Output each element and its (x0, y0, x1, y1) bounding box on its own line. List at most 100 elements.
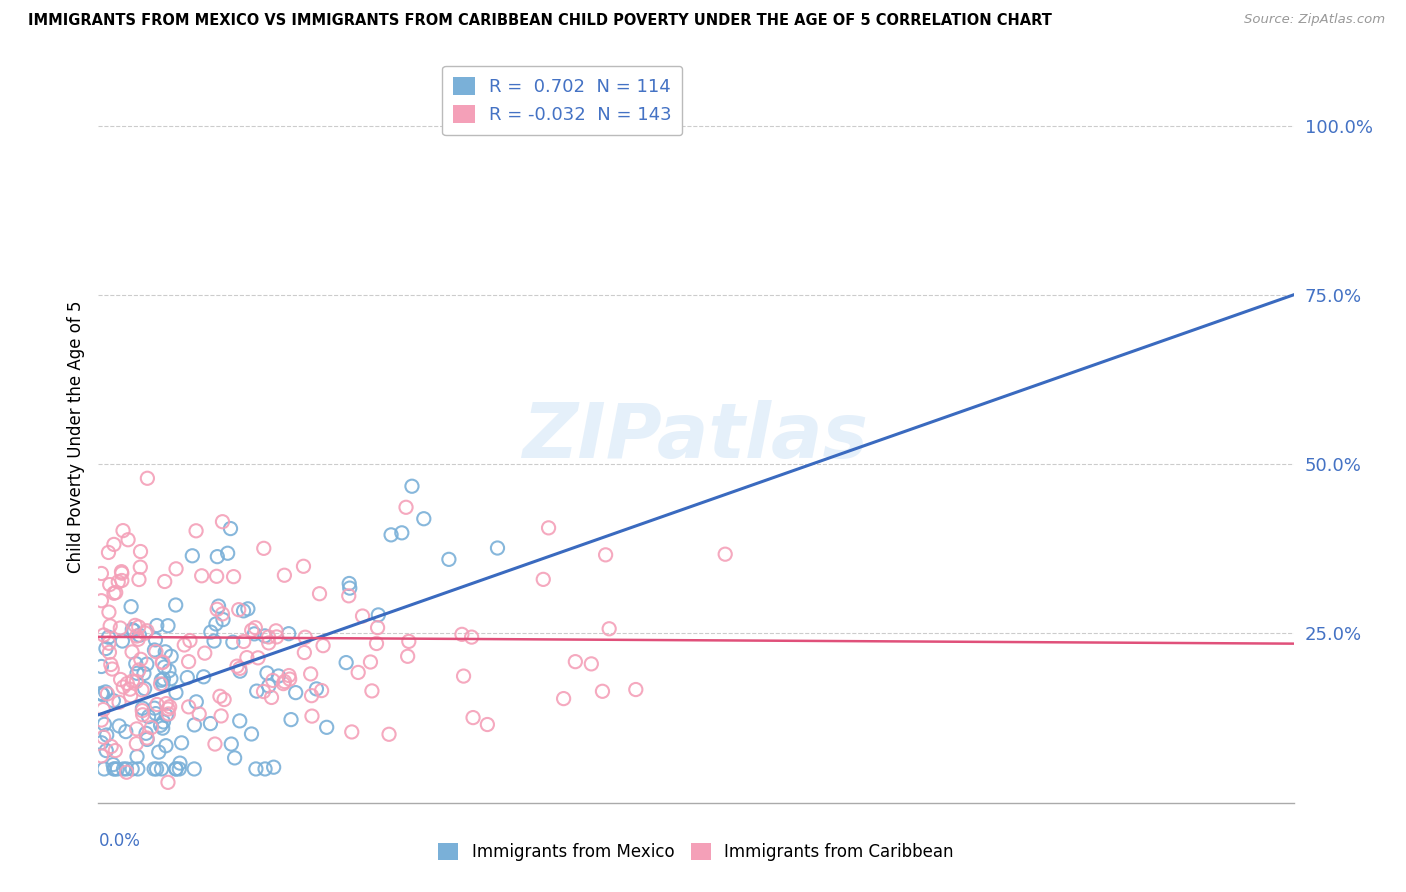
Point (152, 672, 174, 686)
Point (262, 673, 284, 688)
Point (247, 650, 270, 665)
Point (91, 702, 114, 716)
Point (115, 765, 138, 780)
Point (132, 666, 155, 681)
Point (125, 674, 148, 689)
Point (93, 717, 115, 731)
Point (152, 721, 174, 735)
Point (96, 743, 118, 757)
Point (121, 674, 143, 689)
Point (190, 569, 212, 583)
Point (347, 665, 370, 680)
Point (591, 684, 613, 698)
Point (169, 756, 191, 771)
Point (222, 635, 245, 649)
Point (337, 589, 360, 603)
Point (98, 645, 121, 659)
Point (337, 576, 360, 591)
Point (361, 684, 384, 698)
Point (256, 666, 278, 681)
Point (134, 626, 156, 640)
Point (312, 639, 335, 653)
Point (170, 736, 193, 750)
Point (110, 673, 132, 687)
Point (207, 599, 229, 614)
Point (367, 621, 389, 635)
Point (103, 586, 125, 600)
Point (219, 522, 242, 536)
Point (335, 656, 357, 670)
Point (165, 598, 187, 612)
Y-axis label: Child Poverty Under the Age of 5: Child Poverty Under the Age of 5 (66, 301, 84, 574)
Point (127, 762, 149, 776)
Point (157, 664, 180, 678)
Point (94, 641, 117, 656)
Point (145, 645, 167, 659)
Point (165, 762, 187, 776)
Point (156, 775, 179, 789)
Point (93, 762, 115, 776)
Point (352, 609, 374, 624)
Point (292, 559, 315, 574)
Point (136, 732, 159, 747)
Point (146, 618, 169, 632)
Point (143, 762, 166, 776)
Point (159, 699, 181, 714)
Point (236, 602, 259, 616)
Point (205, 602, 228, 616)
Point (232, 634, 254, 648)
Point (301, 709, 323, 723)
Point (125, 657, 148, 671)
Point (103, 537, 125, 551)
Point (292, 646, 315, 660)
Point (153, 574, 176, 589)
Point (93, 628, 115, 642)
Point (181, 549, 204, 563)
Point (401, 479, 423, 493)
Point (114, 724, 136, 739)
Point (367, 607, 389, 622)
Point (120, 689, 142, 703)
Point (207, 549, 229, 564)
Point (211, 607, 233, 621)
Point (451, 627, 474, 641)
Point (100, 739, 122, 754)
Point (101, 662, 124, 676)
Point (129, 652, 152, 666)
Point (105, 762, 128, 776)
Point (143, 701, 166, 715)
Point (412, 512, 434, 526)
Point (110, 621, 132, 635)
Point (308, 587, 330, 601)
Point (186, 695, 208, 709)
Point (141, 721, 163, 735)
Point (200, 625, 222, 640)
Point (299, 667, 322, 681)
Point (254, 762, 277, 776)
Point (212, 613, 235, 627)
Point (177, 655, 200, 669)
Point (146, 698, 169, 712)
Point (97, 605, 120, 619)
Point (125, 722, 148, 736)
Point (127, 632, 149, 647)
Point (209, 709, 232, 723)
Point (165, 562, 187, 576)
Point (111, 634, 134, 648)
Point (165, 686, 187, 700)
Point (134, 681, 156, 696)
Point (252, 684, 274, 698)
Point (108, 719, 131, 733)
Point (155, 708, 177, 723)
Point (229, 661, 252, 675)
Point (98, 577, 121, 591)
Point (598, 622, 620, 636)
Point (150, 762, 173, 776)
Point (107, 574, 129, 589)
Point (294, 630, 316, 644)
Legend: Immigrants from Mexico, Immigrants from Caribbean: Immigrants from Mexico, Immigrants from … (432, 836, 960, 868)
Point (129, 560, 152, 574)
Point (273, 676, 295, 690)
Point (222, 569, 245, 583)
Point (280, 713, 302, 727)
